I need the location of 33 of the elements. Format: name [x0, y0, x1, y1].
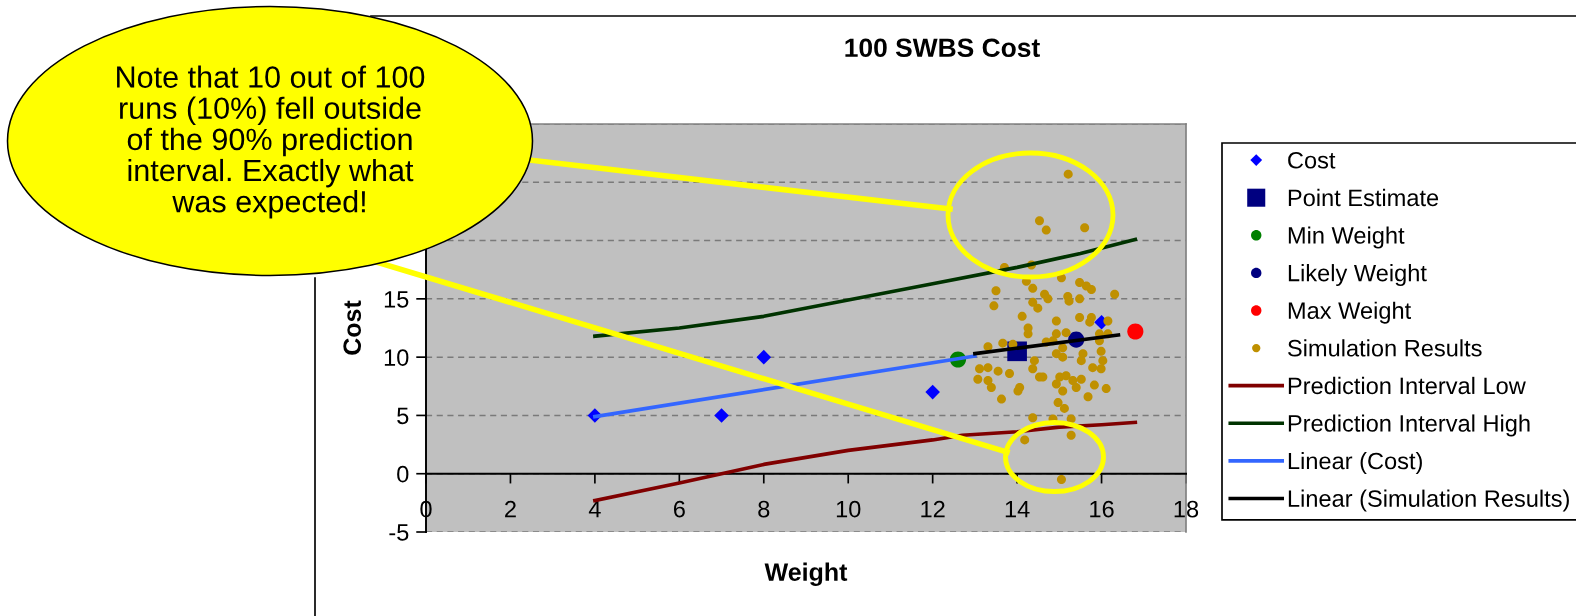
point	[925, 384, 940, 400]
line-series	[593, 237, 1138, 338]
x-tick-label: 2	[505, 500, 516, 518]
x-tick-label: 16	[1090, 500, 1114, 518]
legend-label: Max Weight	[1288, 301, 1411, 324]
legend-label: Linear (Cost)	[1288, 452, 1422, 475]
x-tick-label: 14	[1005, 500, 1030, 518]
point	[714, 408, 729, 423]
x-tick-label: 6	[673, 500, 685, 518]
legend-label: Min Weight	[1288, 226, 1405, 249]
legend-label: Likely Weight	[1288, 264, 1427, 287]
x-tick-label: 10	[836, 500, 861, 518]
point	[756, 349, 772, 365]
y-tick-label: -5	[389, 524, 409, 541]
legend-label: Simulation Results	[1288, 339, 1482, 357]
text: Note that 10 out of 100 runs (10%) fell outside of the 90% prediction interval. Exactly what was expected!	[117, 65, 425, 219]
point	[1127, 323, 1144, 340]
legend-label: Cost	[1288, 151, 1336, 169]
legend-label: Prediction Interval Low	[1288, 376, 1526, 395]
x-tick-label: 8	[758, 500, 770, 518]
y-tick-label: 10	[384, 349, 409, 366]
y-axis-title: Cost	[343, 300, 362, 355]
legend-label: Prediction Interval High	[1288, 414, 1530, 437]
x-tick-label: 4	[588, 500, 601, 518]
legend-label: Linear (Simulation Results)	[1288, 489, 1569, 512]
x-tick-label: 18	[1174, 500, 1199, 518]
x-axis-title: Weight	[764, 562, 848, 587]
y-tick-label: 15	[384, 291, 409, 308]
y-tick-label: 5	[397, 407, 409, 425]
y-tick-label: 0	[397, 465, 409, 483]
chart-title: 100 SWBS Cost	[845, 38, 1040, 58]
legend-label: Point Estimate	[1288, 188, 1439, 207]
x-tick-label: 12	[921, 500, 945, 518]
